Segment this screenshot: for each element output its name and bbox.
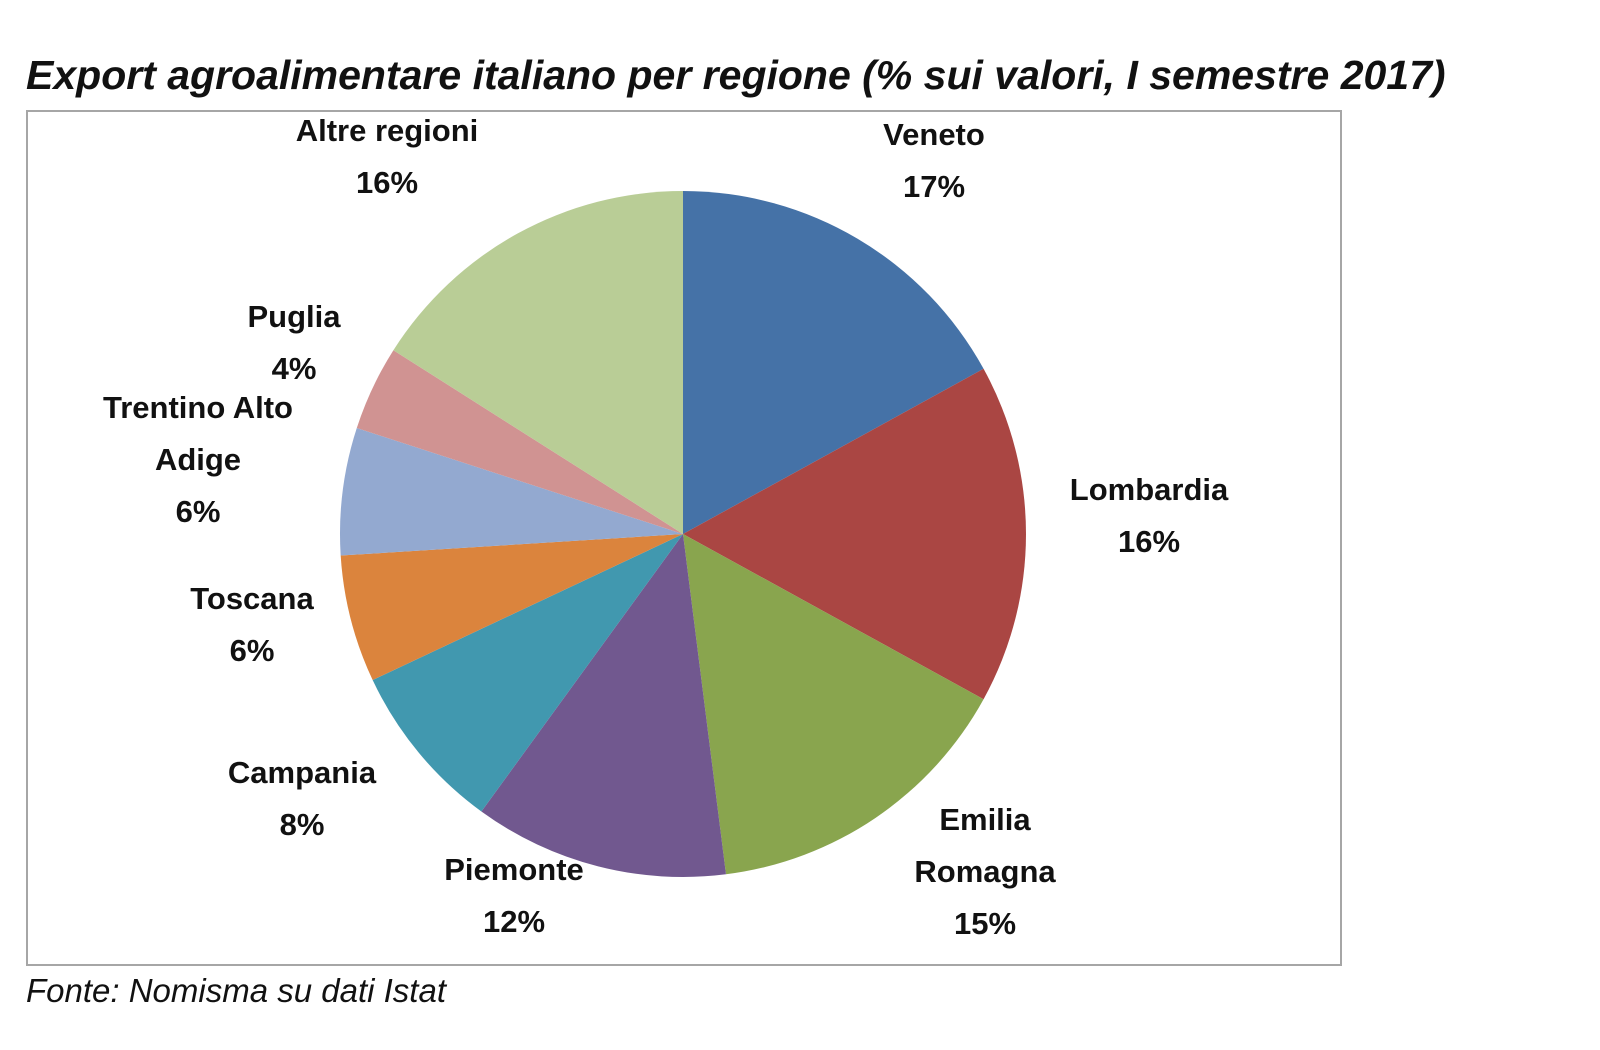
slice-label-veneto: Veneto 17% (883, 117, 985, 204)
slice-label-puglia: Puglia 4% (247, 299, 341, 386)
chart-frame (26, 110, 1342, 966)
pie-labels: Veneto 17% Lombardia 16% Emilia Romagna 15% Pie… (103, 113, 1229, 941)
pie-slice-piemonte (481, 534, 726, 878)
pie-slice-lombardia (683, 368, 1026, 700)
slice-label-emilia-romagna: Emilia Romagna 15% (914, 802, 1056, 941)
pie-slice-emilia-romagna (683, 534, 984, 875)
pie-slice-puglia (356, 350, 683, 534)
pie-slice-veneto (683, 191, 984, 534)
slice-label-campania: Campania 8% (228, 755, 377, 842)
slice-label-lombardia: Lombardia 16% (1070, 472, 1229, 559)
slice-label-trentino-alto-adige: Trentino Alto Adige 6% (103, 390, 293, 529)
slice-label-toscana: Toscana 6% (190, 581, 314, 668)
pie-slices (340, 191, 1026, 878)
slice-label-altre-regioni: Altre regioni 16% (296, 113, 479, 200)
pie-slice-trentino-alto-adige (340, 428, 683, 556)
chart-source: Fonte: Nomisma su dati Istat (26, 972, 446, 1009)
chart-title: Export agroalimentare italiano per regio… (26, 52, 1446, 98)
pie-slice-toscana (340, 534, 683, 681)
pie-slice-altre-regioni (393, 191, 683, 534)
slice-label-piemonte: Piemonte 12% (444, 852, 584, 939)
pie-slice-campania (372, 534, 683, 812)
